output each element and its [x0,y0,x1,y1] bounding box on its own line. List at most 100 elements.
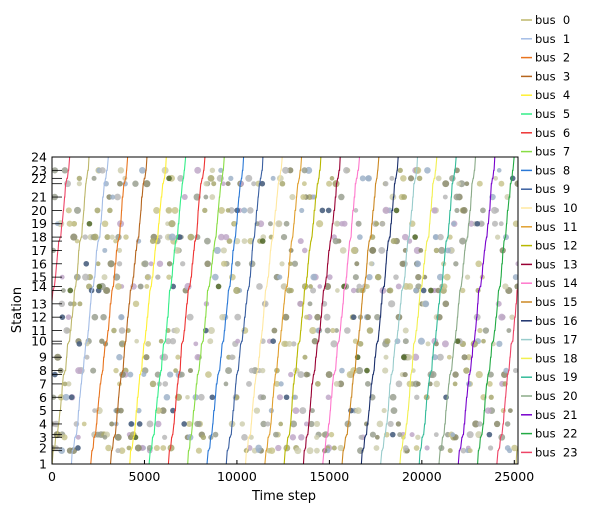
stop-marker [180,261,186,267]
bus-trajectory-line [302,157,341,464]
stop-marker [400,175,407,182]
stop-marker [449,247,455,253]
bus-trajectory-line [457,157,496,464]
stop-marker [425,341,431,347]
stop-marker [459,237,467,245]
legend-label: bus 22 [535,427,578,441]
stop-marker [509,175,516,182]
y-tick-label: 6 [39,390,47,405]
legend: bus 0 bus 1 bus 2 bus 3 bus 4 bus 5 bus 6 bus 7… [521,13,578,459]
bus-trajectory-line [129,157,167,464]
stop-marker [270,175,276,181]
stop-marker [366,273,373,281]
stop-marker [169,338,177,345]
stop-marker [450,432,456,438]
stop-marker [82,234,88,240]
stop-marker [132,300,140,308]
stop-marker [204,260,211,268]
y-tick-label: 20 [31,203,47,218]
stop-marker [234,260,241,267]
stop-marker [177,175,184,182]
bus-trajectory-line [167,157,206,464]
stop-marker [477,421,483,427]
stop-marker [59,314,66,320]
stop-marker [402,327,409,334]
stop-marker [365,314,371,321]
stop-marker [62,393,70,401]
stop-marker [512,220,518,227]
stop-marker [126,445,132,451]
stop-marker [219,313,226,321]
stop-marker [339,247,347,254]
stop-marker [165,207,173,214]
stop-marker [115,448,121,454]
stop-marker [477,327,483,334]
stop-marker [156,260,164,267]
legend-label: bus 8 [535,163,570,177]
legend-label: bus 5 [535,107,570,121]
stop-marker [364,283,370,289]
stop-marker [387,287,394,294]
y-tick-label: 12 [31,310,47,325]
stop-marker [203,194,209,200]
stop-marker [287,167,294,174]
stop-marker [333,381,340,387]
stop-marker [235,338,241,344]
stop-marker [197,393,205,401]
stop-marker [300,194,307,200]
stop-marker [381,408,387,414]
stop-marker [357,234,363,240]
stop-marker [282,166,290,174]
stop-marker [308,284,313,289]
stop-marker [143,180,151,188]
stop-marker [422,300,430,308]
stop-marker [220,247,227,254]
stop-marker [369,247,376,254]
stop-marker [486,431,493,438]
stop-marker [435,175,442,182]
stop-marker [364,367,370,374]
stop-marker [114,433,122,441]
stop-marker [316,220,324,228]
stop-marker [280,233,288,241]
stop-marker [413,288,419,293]
stop-marker [211,273,219,281]
stop-marker [335,288,340,293]
stop-marker [102,434,108,440]
legend-label: bus 9 [535,182,570,196]
stop-marker [110,194,116,200]
stop-marker [228,207,235,214]
stop-marker [456,181,461,186]
stop-marker [86,220,93,227]
stop-marker [168,233,176,241]
stop-marker [220,260,228,267]
stop-marker [167,371,174,378]
y-tick-label: 9 [39,350,47,365]
stop-marker [389,393,397,401]
stop-marker [488,394,494,400]
stop-marker [334,220,341,227]
stop-marker [307,301,313,307]
stop-marker [137,283,144,290]
stop-marker [350,314,357,320]
stop-marker [498,313,506,321]
stop-marker [291,341,297,347]
stop-marker [207,174,215,182]
stop-marker [207,338,214,345]
stop-marker [282,313,290,321]
stop-marker [395,283,402,290]
stop-marker [378,246,386,254]
stop-marker [315,381,321,387]
stop-marker [325,371,333,378]
stop-marker [334,328,339,333]
legend-label: bus 1 [535,32,570,46]
y-tick-label: 11 [31,323,47,338]
stop-marker [241,433,248,441]
stop-marker [277,274,283,280]
x-tick-label: 25000 [494,469,534,484]
stop-marker [67,287,74,294]
stop-marker [442,194,448,200]
stop-marker [76,341,83,347]
legend-label: bus 17 [535,333,578,347]
stop-marker [92,408,97,413]
